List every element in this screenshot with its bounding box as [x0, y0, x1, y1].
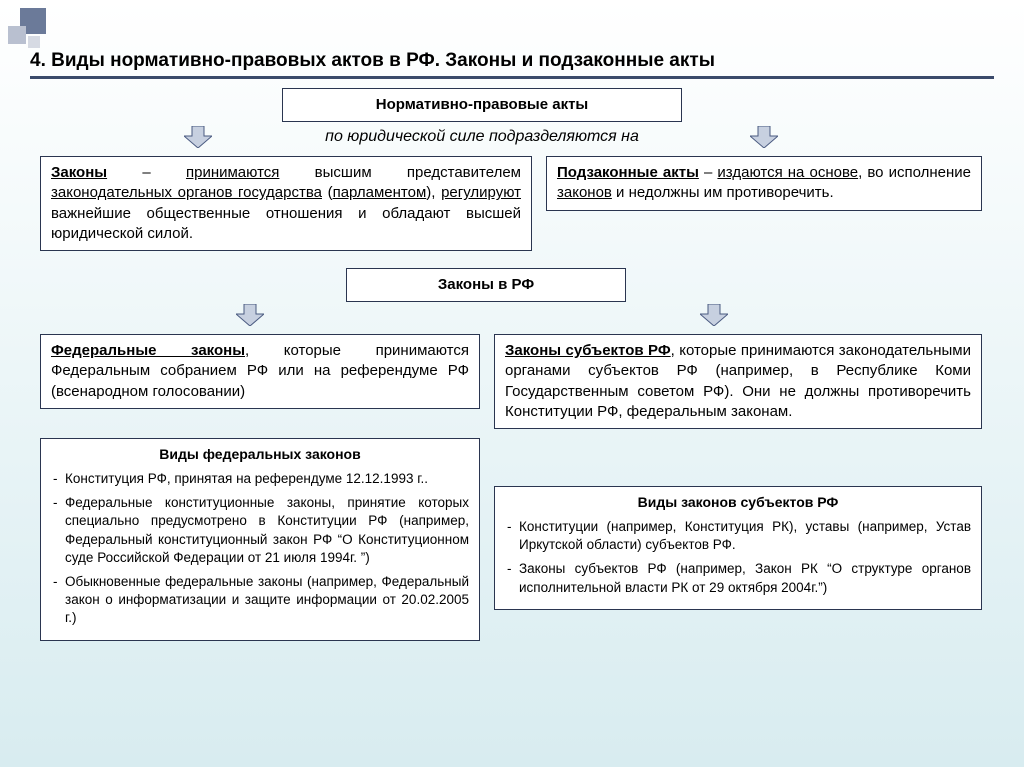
- list-item: Федеральные конституционные законы, прин…: [51, 494, 469, 567]
- fed-types-list: Конституция РФ, принятая на референдуме …: [51, 470, 469, 628]
- deco-square: [8, 26, 26, 44]
- laws-rf-label: Законы в РФ: [438, 276, 534, 293]
- classification-subtitle: по юридической силе подразделяются на: [262, 128, 702, 146]
- box-laws-def: Законы – принимаются высшим представител…: [40, 156, 532, 251]
- list-item: Конституция РФ, принятая на референдуме …: [51, 470, 469, 488]
- sublaws-lead: Подзаконные акты: [557, 164, 699, 181]
- arrow-down-icon: [236, 304, 264, 326]
- subj-types-list: Конституции (например, Конституция РК), …: [505, 518, 971, 597]
- arrow-down-icon: [750, 126, 778, 148]
- box-npa-label: Нормативно-правовые акты: [376, 96, 589, 113]
- list-item: Законы субъектов РФ (например, Закон РК …: [505, 560, 971, 596]
- box-sublaws-def: Подзаконные акты – издаются на основе, в…: [546, 156, 982, 211]
- subj-types-title: Виды законов субъектов РФ: [505, 493, 971, 512]
- slide-title: 4. Виды нормативно-правовых актов в РФ. …: [30, 50, 994, 72]
- corner-decoration: [8, 8, 52, 52]
- slide-title-bar: 4. Виды нормативно-правовых актов в РФ. …: [30, 50, 994, 79]
- subj-lead: Законы субъектов РФ: [505, 342, 671, 359]
- box-laws-rf: Законы в РФ: [346, 268, 626, 302]
- arrow-down-icon: [184, 126, 212, 148]
- box-federal-laws: Федеральные законы, которые принимаю­тся…: [40, 334, 480, 409]
- laws-text: – принимаются высшим представителем зако…: [51, 164, 521, 242]
- box-npa: Нормативно-правовые акты: [282, 88, 682, 122]
- fed-types-title: Виды федеральных законов: [51, 445, 469, 464]
- list-item: Конституции (например, Конституция РК), …: [505, 518, 971, 554]
- deco-square: [28, 36, 40, 48]
- box-federal-types: Виды федеральных законов Конституция РФ,…: [40, 438, 480, 641]
- arrow-down-icon: [700, 304, 728, 326]
- fed-lead: Федеральные законы: [51, 342, 245, 359]
- box-subject-laws: Законы субъектов РФ, которые прини­маютс…: [494, 334, 982, 429]
- laws-lead: Законы: [51, 164, 107, 181]
- box-subject-types: Виды законов субъектов РФ Конституции (н…: [494, 486, 982, 610]
- list-item: Обыкновенные федеральные законы (наприме…: [51, 573, 469, 628]
